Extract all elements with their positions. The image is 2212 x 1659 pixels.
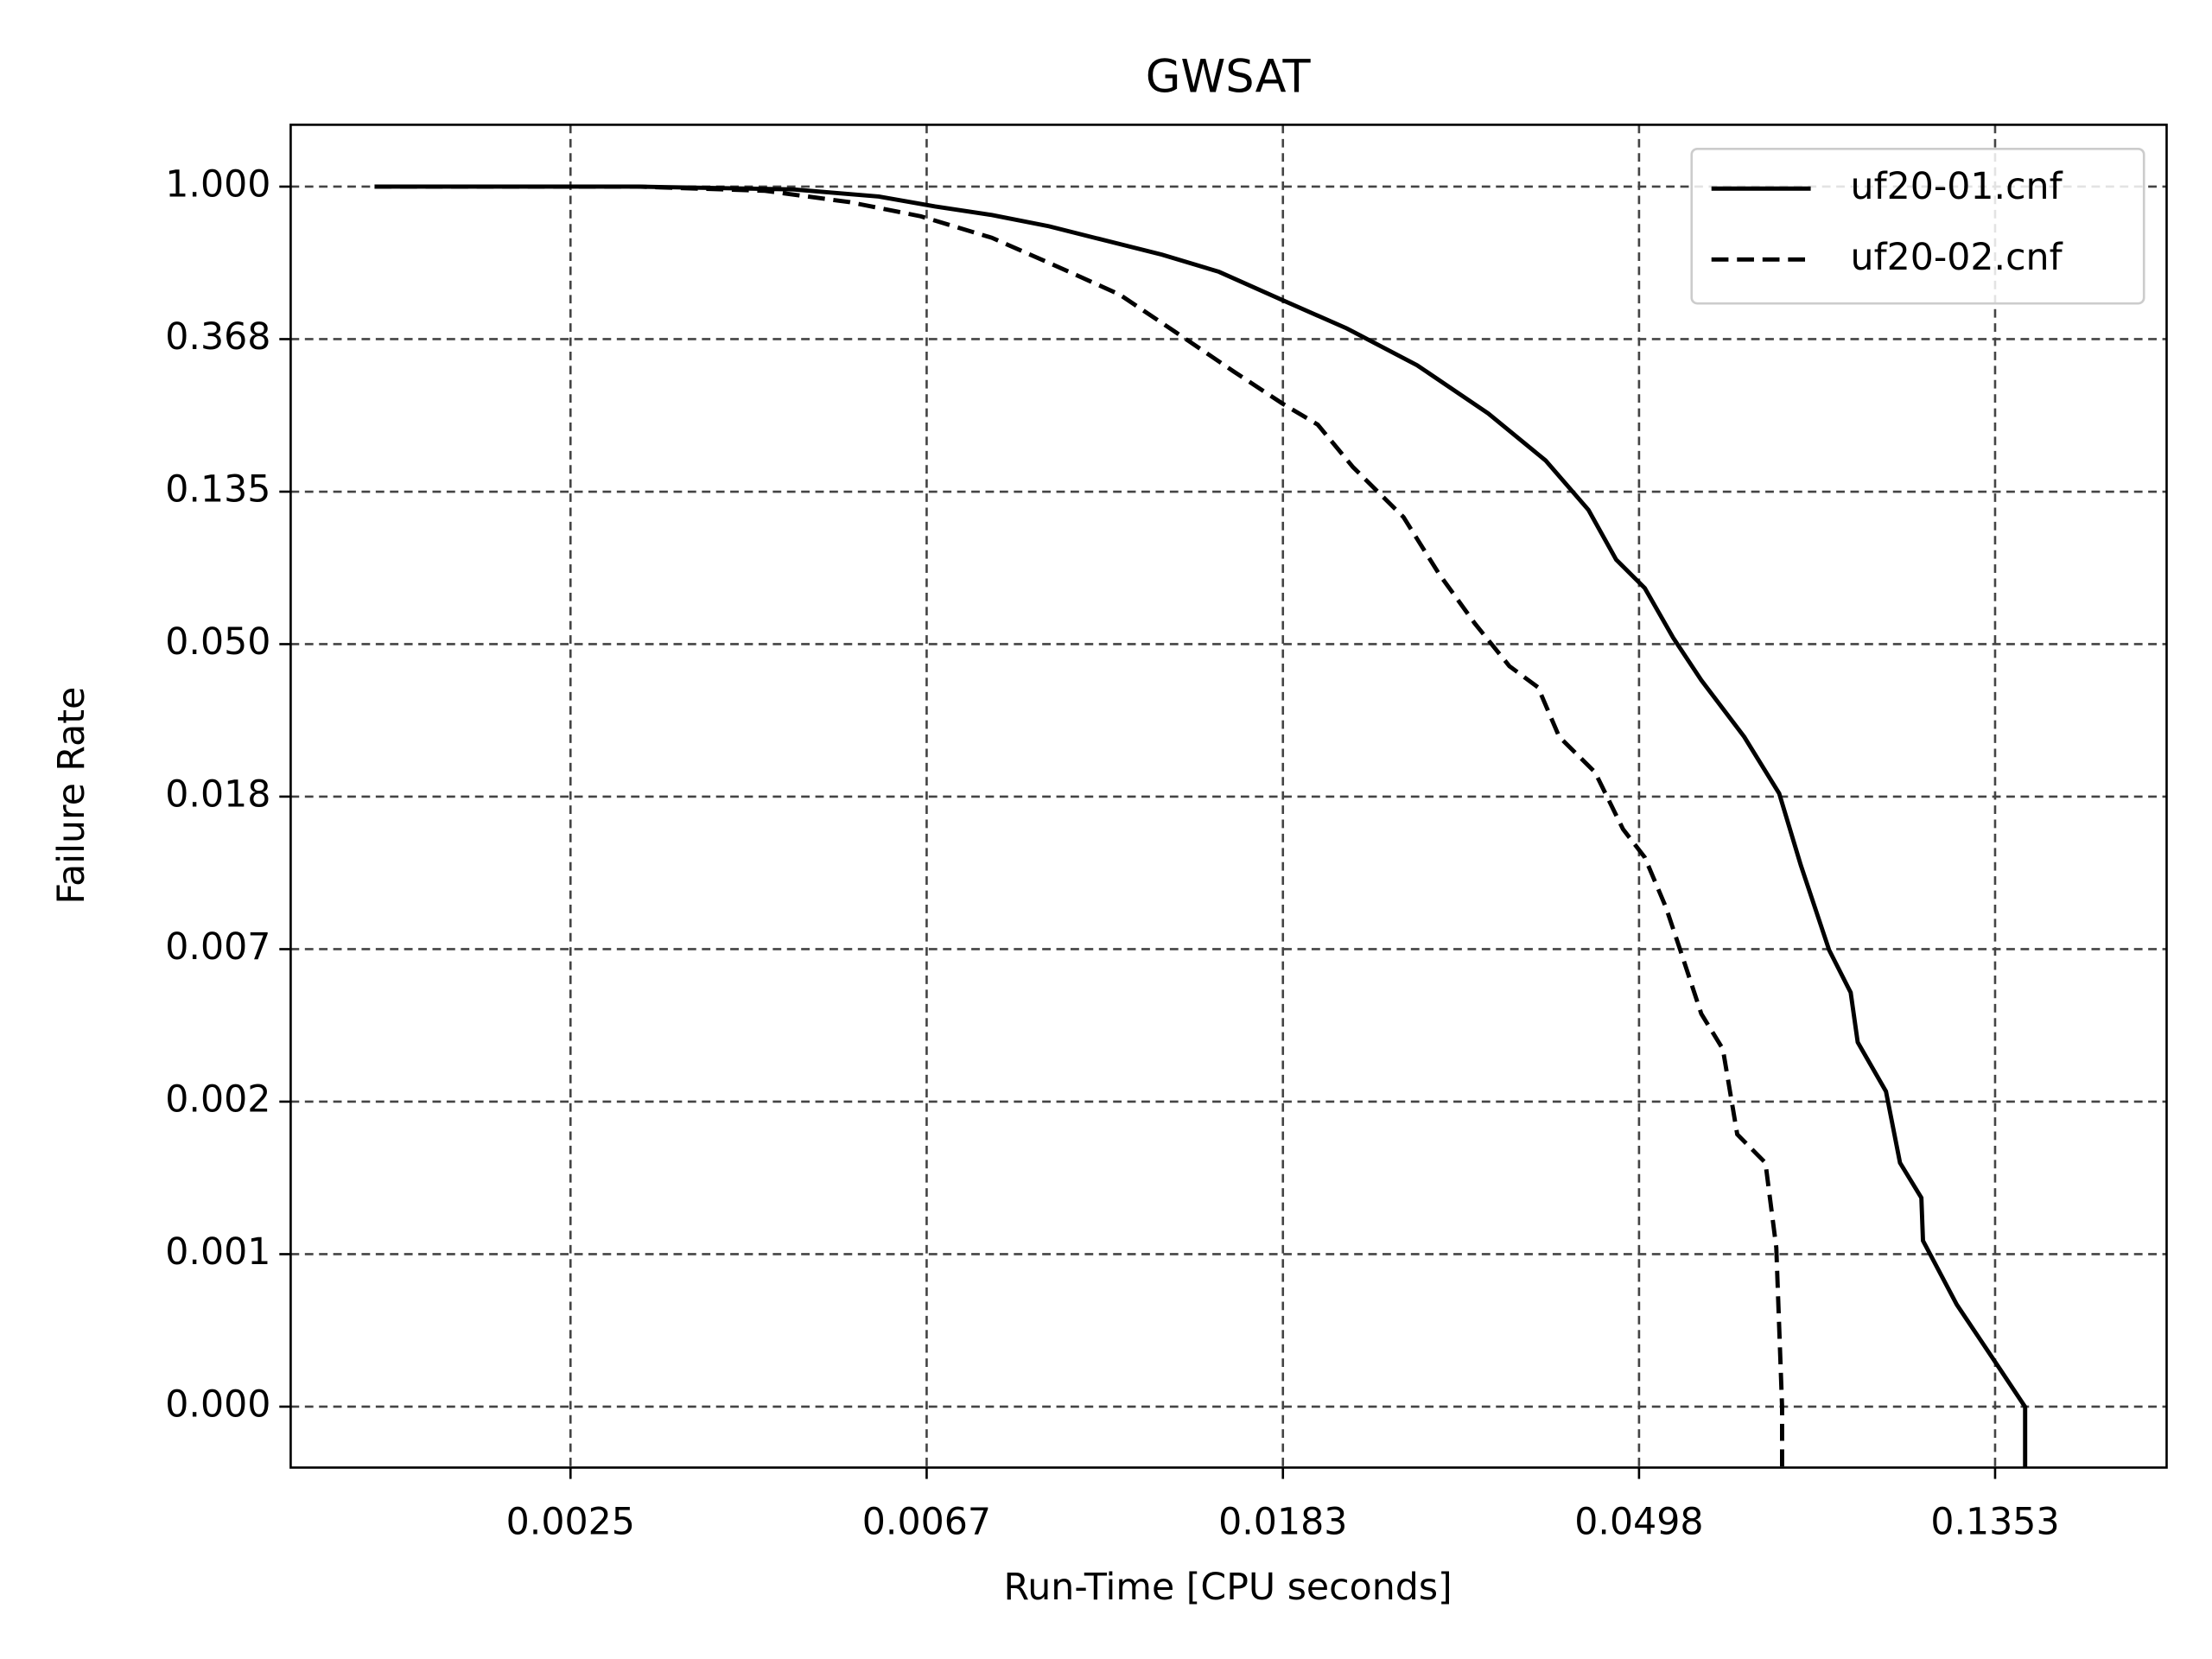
legend-label: uf20-01.cnf bbox=[1851, 165, 2063, 208]
data-line bbox=[374, 184, 2028, 1468]
x-axis-label: Run-Time [CPU seconds] bbox=[1004, 1566, 1452, 1609]
y-axis-label: Failure Rate bbox=[50, 687, 93, 905]
y-tick-label: 0.368 bbox=[165, 315, 270, 359]
x-tick-label: 0.0067 bbox=[862, 1501, 991, 1544]
y-tick-label: 0.018 bbox=[165, 772, 270, 816]
data-line bbox=[374, 184, 1784, 1468]
y-tick-label: 1.000 bbox=[165, 162, 270, 206]
y-tick-label: 0.135 bbox=[165, 468, 270, 512]
x-tick-label: 0.0183 bbox=[1218, 1501, 1347, 1544]
y-tick-label: 0.002 bbox=[165, 1077, 270, 1121]
y-tick-label: 0.000 bbox=[165, 1382, 270, 1426]
chart-title: GWSAT bbox=[1146, 51, 1312, 104]
y-tick-label: 0.001 bbox=[165, 1230, 270, 1274]
y-tick-label: 0.007 bbox=[165, 925, 270, 969]
plot-frame bbox=[289, 124, 2168, 1469]
legend-label: uf20-02.cnf bbox=[1851, 236, 2063, 279]
x-tick-label: 0.1353 bbox=[1930, 1501, 2059, 1544]
x-tick-label: 0.0498 bbox=[1574, 1501, 1703, 1544]
x-tick-label: 0.0025 bbox=[506, 1501, 635, 1544]
y-tick-label: 0.050 bbox=[165, 620, 270, 664]
